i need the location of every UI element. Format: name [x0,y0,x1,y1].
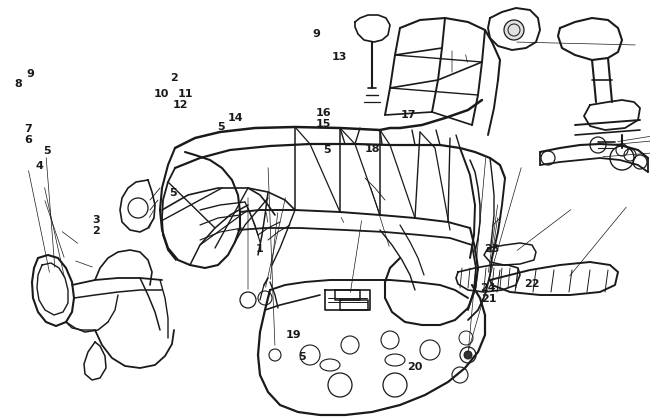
Text: 7: 7 [25,124,32,134]
Text: 3: 3 [92,215,100,225]
Text: 15: 15 [316,119,332,129]
Text: 4: 4 [35,161,43,171]
Text: 19: 19 [286,330,302,340]
Text: 8: 8 [14,79,22,89]
Text: 13: 13 [332,52,347,62]
Text: 23: 23 [484,244,499,254]
Text: 9: 9 [312,29,320,39]
Circle shape [504,20,524,40]
Text: 24: 24 [480,283,495,293]
Text: 2: 2 [170,73,178,83]
Text: 22: 22 [524,279,539,289]
Text: 16: 16 [316,108,332,118]
Text: 5: 5 [217,122,225,132]
Text: 17: 17 [400,110,416,120]
Text: 5: 5 [298,352,306,362]
Text: 1: 1 [256,244,264,254]
Text: 14: 14 [227,113,243,123]
Text: 9: 9 [26,69,34,79]
Text: 20: 20 [407,362,422,372]
Text: 11: 11 [178,89,194,99]
Circle shape [464,351,472,359]
Text: 18: 18 [365,144,380,154]
Text: 5: 5 [323,145,331,155]
Text: 6: 6 [25,135,32,145]
Text: 10: 10 [153,89,169,99]
Text: 2: 2 [92,226,100,236]
Text: 12: 12 [173,100,188,110]
Text: 21: 21 [481,294,497,304]
Text: 5: 5 [44,146,51,156]
Text: 5: 5 [169,188,177,198]
